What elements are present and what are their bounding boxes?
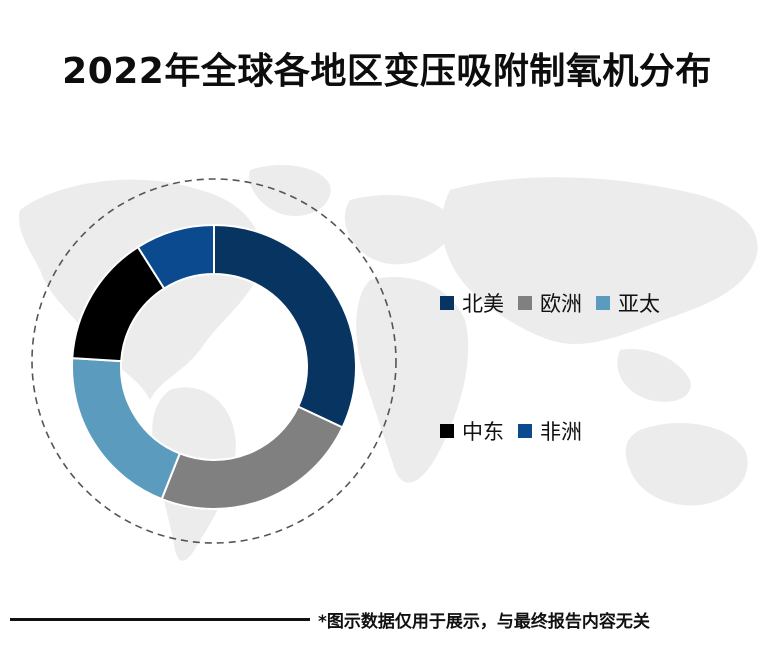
legend-label-north-america: 北美	[462, 292, 504, 316]
legend-label-middle-east: 中东	[462, 420, 504, 444]
legend-item-europe: 欧洲	[518, 288, 582, 318]
map-greenland	[249, 165, 331, 216]
footer-disclaimer: *图示数据仅用于展示，与最终报告内容无关	[318, 612, 650, 632]
legend-swatch-africa	[518, 424, 532, 438]
donut-outer-dashed-ring	[31, 178, 397, 544]
legend-label-asia-pacific: 亚太	[618, 292, 660, 316]
legend-item-middle-east: 中东	[440, 416, 504, 446]
legend-row-2: 中东 非洲	[440, 416, 596, 446]
legend-label-africa: 非洲	[540, 420, 582, 444]
legend-swatch-middle-east	[440, 424, 454, 438]
legend-item-asia-pacific: 亚太	[596, 288, 660, 318]
legend-item-north-america: 北美	[440, 288, 504, 318]
donut-slice-europe	[160, 405, 344, 510]
donut-slices	[71, 223, 357, 510]
donut-slice-north-america	[213, 223, 357, 429]
legend-swatch-europe	[518, 296, 532, 310]
chart-title: 2022年全球各地区变压吸附制氧机分布	[62, 51, 712, 92]
map-australia	[625, 422, 748, 506]
map-europe	[344, 195, 453, 265]
legend-row-1: 北美 欧洲 亚太	[440, 288, 674, 318]
footer-divider-line	[10, 618, 310, 621]
legend-swatch-asia-pacific	[596, 296, 610, 310]
map-southeast-asia	[617, 349, 691, 402]
legend-label-europe: 欧洲	[540, 292, 582, 316]
legend-swatch-north-america	[440, 296, 454, 310]
donut-slice-africa	[136, 223, 215, 290]
donut-slice-asia-pacific	[71, 357, 182, 501]
legend-item-africa: 非洲	[518, 416, 582, 446]
